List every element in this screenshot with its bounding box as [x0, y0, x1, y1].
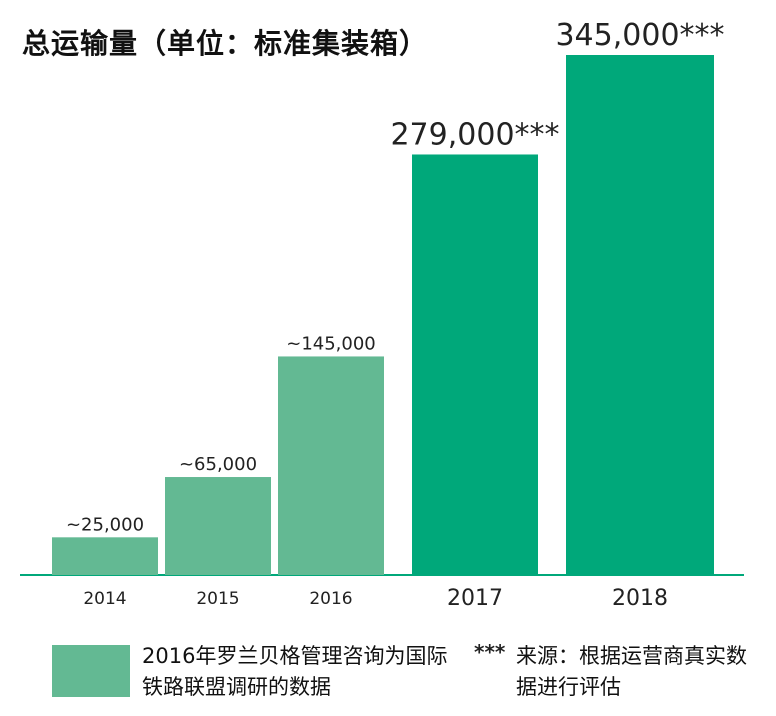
legend-label-estimated: 2016年罗兰贝格管理咨询为国际铁路联盟调研的数据 — [142, 644, 448, 699]
x-tick-label-2018: 2018 — [612, 586, 668, 611]
bar-2016 — [278, 356, 384, 575]
legend-swatch-estimated — [52, 645, 130, 697]
x-tick-label-2017: 2017 — [447, 586, 503, 611]
bar-2018 — [566, 55, 714, 575]
x-tick-label-2014: 2014 — [83, 589, 126, 609]
legend-operator-mark: *** — [474, 640, 506, 664]
data-label-2015: ~65,000 — [179, 454, 257, 475]
bar-chart: ~25,000 2014 ~65,000 2015 ~145,000 2016 279,00… — [20, 18, 744, 611]
legend-label-operator: 来源：根据运营商真实数据进行评估 — [516, 644, 747, 699]
data-label-2018: 345,000*** — [555, 18, 724, 53]
bar-2017 — [412, 154, 538, 575]
chart-title: 总运输量（单位：标准集装箱） — [22, 27, 429, 60]
x-tick-label-2016: 2016 — [309, 589, 352, 609]
bar-2014 — [52, 537, 158, 575]
data-label-2017: 279,000*** — [390, 117, 559, 152]
data-label-2014: ~25,000 — [66, 514, 144, 535]
x-tick-label-2015: 2015 — [196, 589, 239, 609]
data-label-2016: ~145,000 — [286, 333, 376, 354]
bar-2015 — [165, 477, 271, 575]
